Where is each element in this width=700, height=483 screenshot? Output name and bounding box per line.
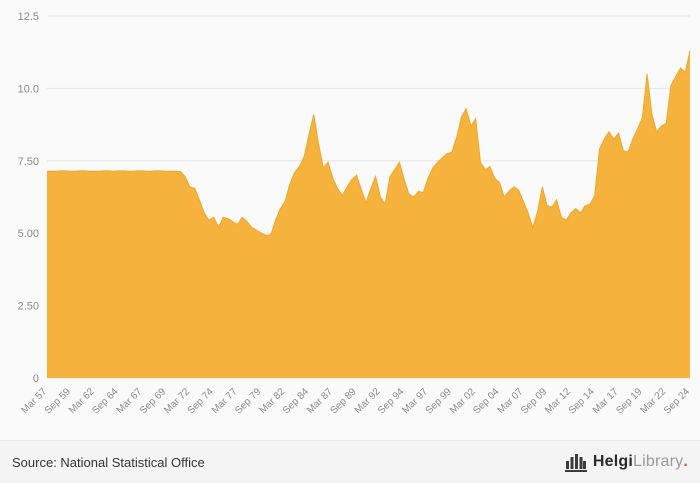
brand-name-light: Library <box>633 453 684 470</box>
x-tick-label: Sep 79 <box>233 386 263 416</box>
x-tick-label: Sep 64 <box>90 386 120 416</box>
library-bars-icon <box>564 454 587 472</box>
y-tick-label: 10.0 <box>18 83 39 95</box>
brand-name-bold: Helgi <box>592 453 634 470</box>
x-tick-label: Sep 94 <box>376 386 406 416</box>
x-tick-label: Sep 99 <box>424 386 454 416</box>
chart-footer: Source: National Statistical Office Helg… <box>0 440 700 483</box>
area-series <box>47 50 690 379</box>
helgi-library-logo: HelgiLibrary. <box>564 452 688 472</box>
x-tick-label: Sep 24 <box>662 386 692 416</box>
area-series-outline <box>47 50 691 237</box>
y-tick-label: 12.5 <box>18 11 39 23</box>
x-tick-label: Sep 89 <box>329 386 359 416</box>
x-tick-label: Sep 04 <box>471 386 501 416</box>
y-tick-label: 2.50 <box>18 301 39 313</box>
x-tick-label: Sep 74 <box>186 386 216 416</box>
source-text: Source: National Statistical Office <box>12 454 205 470</box>
y-tick-label: 7.50 <box>18 156 39 168</box>
x-tick-label: Sep 09 <box>519 386 549 416</box>
x-tick-label: Sep 84 <box>281 386 311 416</box>
x-tick-label: Sep 14 <box>567 386 597 416</box>
brand-text: HelgiLibrary. <box>593 453 688 471</box>
x-tick-label: Sep 69 <box>138 386 168 416</box>
brand-dot: . <box>683 453 688 470</box>
x-tick-label: Sep 59 <box>43 386 73 416</box>
y-tick-label: 0 <box>33 373 39 385</box>
x-tick-label: Sep 19 <box>614 386 644 416</box>
y-tick-label: 5.00 <box>18 228 39 240</box>
